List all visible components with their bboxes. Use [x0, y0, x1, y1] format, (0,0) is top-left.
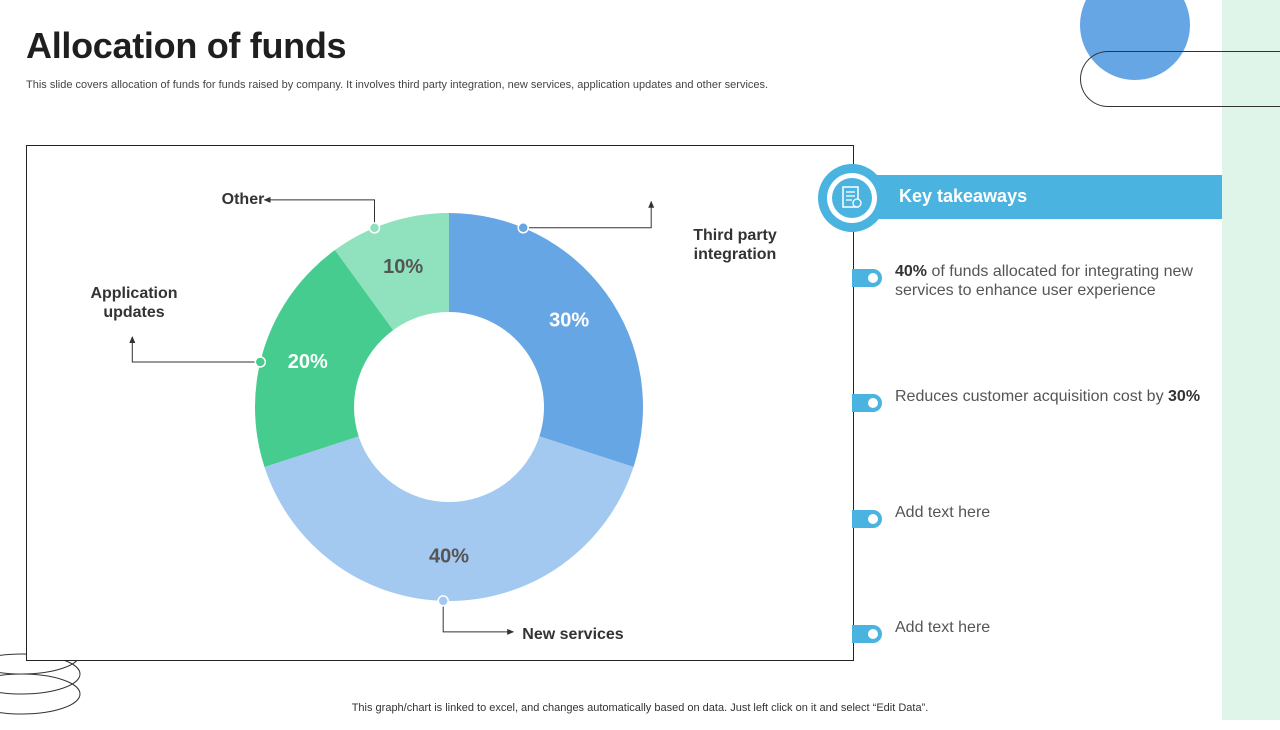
key-takeaways-badge	[818, 164, 886, 232]
page-title: Allocation of funds	[26, 25, 347, 66]
chart-frame[interactable]: 30% 40% 20% 10% Third party integration New se…	[26, 145, 854, 661]
document-icon	[832, 178, 872, 218]
callout-dot	[517, 222, 529, 234]
takeaway-text: 40% of funds allocated for integrating n…	[895, 263, 1193, 299]
slice-category-label: Application updates	[90, 285, 177, 321]
takeaway-text: Add text here	[895, 504, 991, 521]
callout-line	[523, 200, 655, 229]
page-subtitle: This slide covers allocation of funds fo…	[26, 79, 769, 91]
key-takeaways-header: Key takeaways	[852, 175, 1222, 219]
takeaway-text: Reduces customer acquisition cost by 30%	[895, 388, 1201, 405]
pie-slice[interactable]	[264, 436, 634, 601]
pie-slice[interactable]	[334, 213, 449, 331]
toggle-bullet-icon	[852, 510, 882, 528]
toggle-bullet-icon	[852, 269, 882, 287]
slice-value-label: 20%	[288, 351, 328, 373]
slice-category-label: New services	[522, 626, 624, 643]
slice-category-label: Third party integration	[693, 227, 777, 263]
callout-line	[442, 600, 515, 635]
callout-line	[129, 335, 261, 363]
slice-category-label: Other	[222, 191, 265, 208]
slice-value-label: 30%	[549, 310, 589, 332]
donut-chart[interactable]: 30% 40% 20% 10% Third party integration New se…	[27, 146, 853, 660]
callout-dot	[254, 356, 267, 368]
slice-value-label: 10%	[383, 256, 423, 278]
toggle-bullet-icon	[852, 625, 882, 643]
key-takeaways-title: Key takeaways	[899, 186, 1028, 206]
pie-slice[interactable]	[449, 213, 643, 467]
callout-line	[263, 196, 375, 228]
footer-note: This graph/chart is linked to excel, and…	[351, 702, 929, 714]
callout-dot	[368, 222, 381, 234]
takeaway-text: Add text here	[895, 619, 991, 636]
pie-slice[interactable]	[254, 250, 394, 467]
decor-pill-outline	[1080, 51, 1280, 107]
toggle-bullet-icon	[852, 394, 882, 412]
callout-dot	[437, 595, 449, 607]
right-decor-strip	[1222, 0, 1280, 720]
slice-value-label: 40%	[429, 546, 469, 568]
